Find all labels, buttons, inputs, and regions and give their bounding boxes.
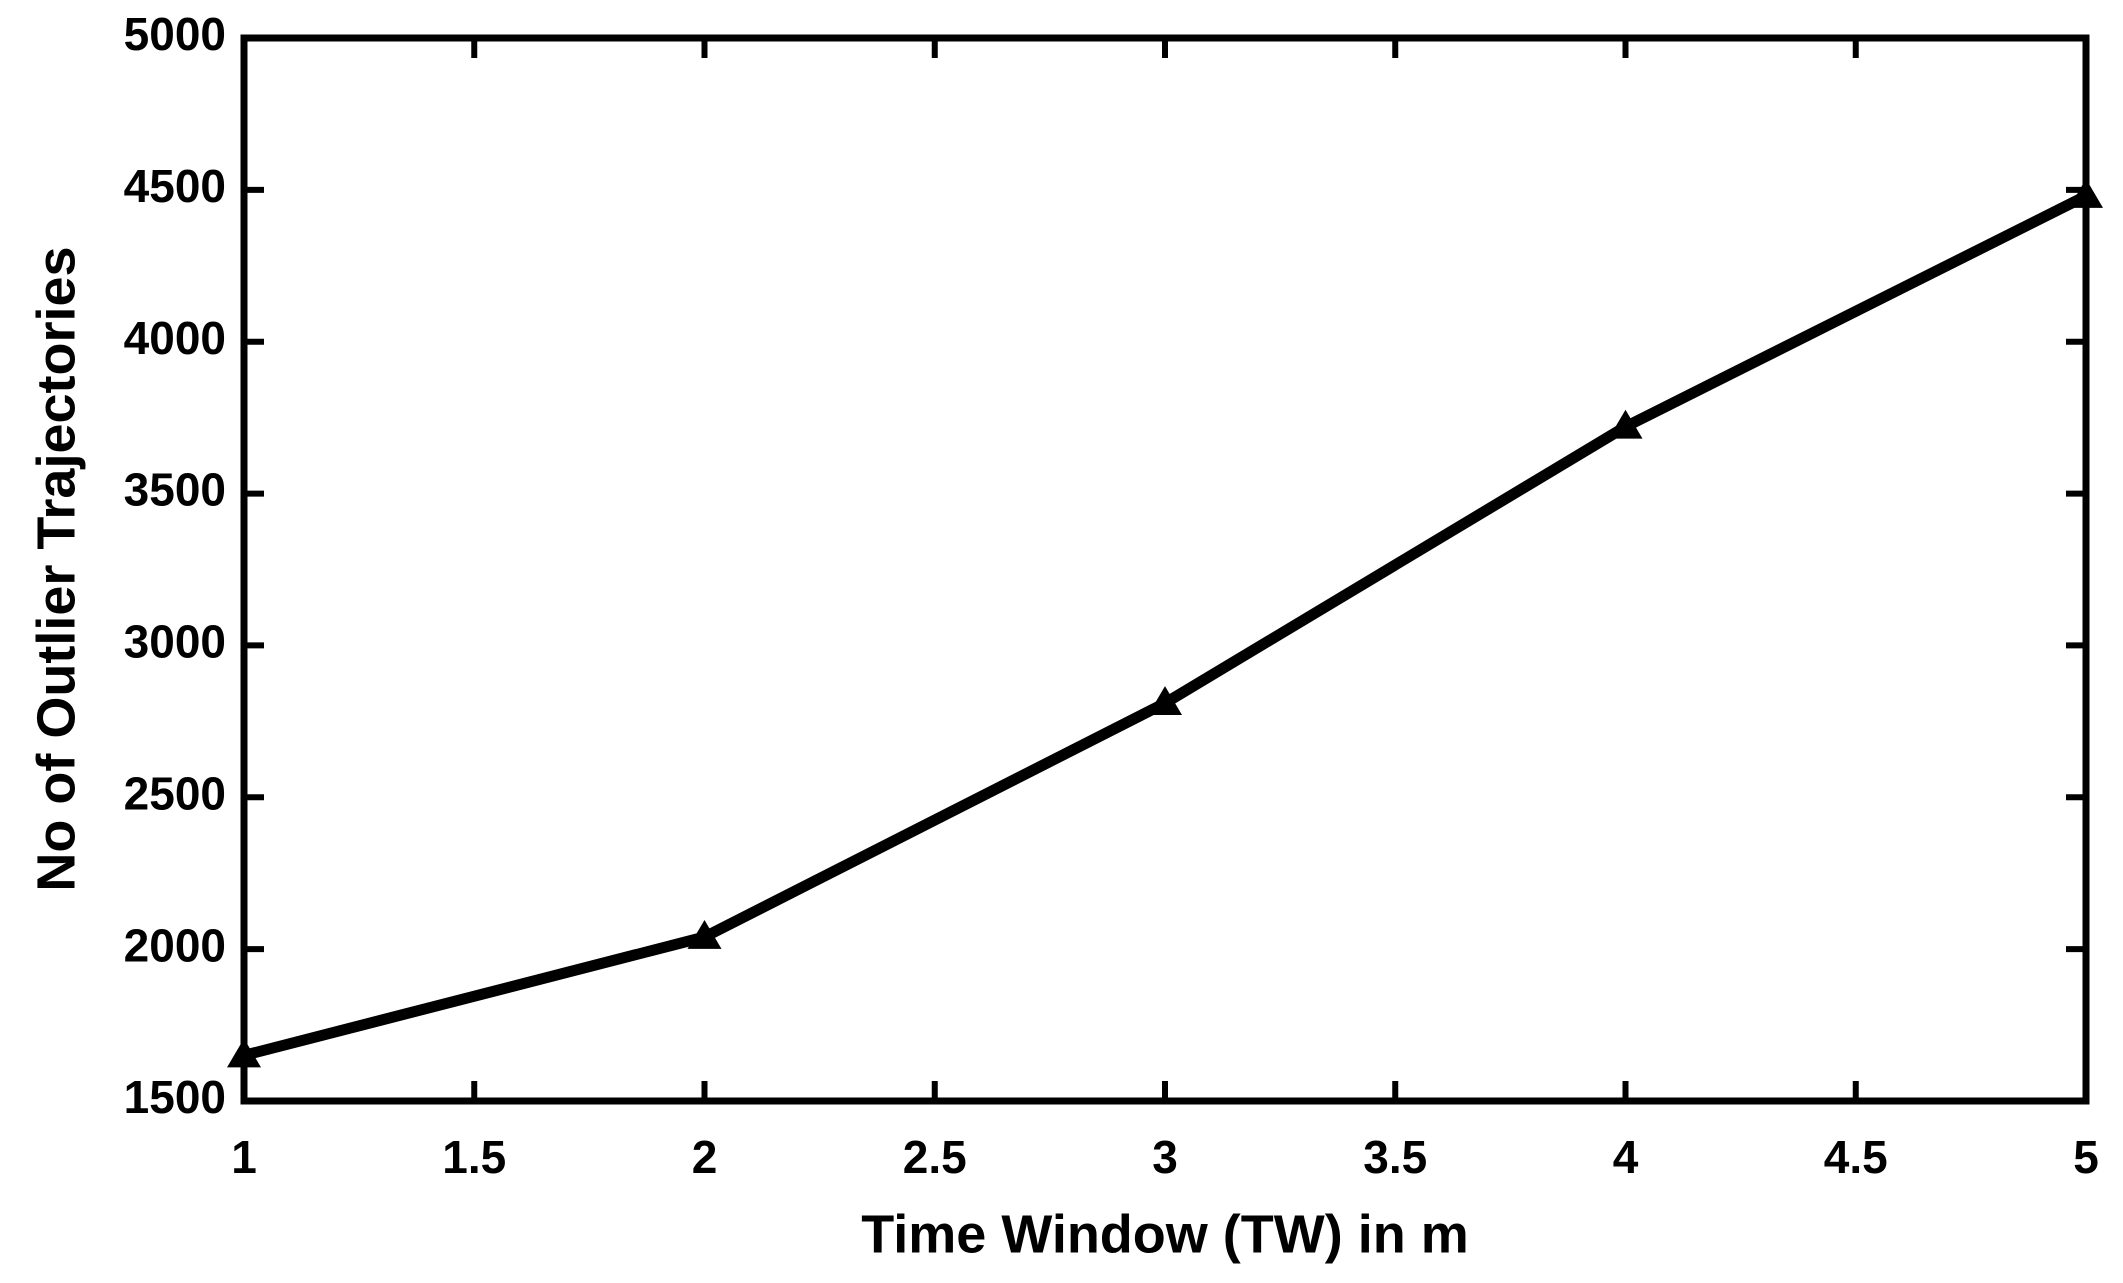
x-tick-label: 1 [231,1131,257,1183]
x-tick-label: 5 [2073,1131,2099,1183]
y-axis-label: No of Outlier Trajectories [26,246,86,891]
marker [687,919,722,949]
x-axis-label: Time Window (TW) in m [861,1204,1468,1264]
y-tick-label: 4000 [124,312,226,364]
marker [227,1038,261,1068]
y-tick-label: 4500 [124,160,226,212]
x-tick-label: 3.5 [1363,1131,1427,1183]
marker [1608,409,1643,439]
marker [2069,178,2103,208]
y-tick-label: 2000 [124,919,226,971]
x-tick-label: 4.5 [1824,1131,1888,1183]
x-tick-label: 4 [1613,1131,1639,1183]
y-tick-label: 1500 [124,1071,226,1123]
plot-frame [240,34,2090,1105]
marker [1148,686,1182,716]
x-tick-label: 2.5 [903,1131,967,1183]
x-tick-label: 2 [692,1131,718,1183]
y-tick-label: 3500 [124,464,226,516]
x-tick-label: 3 [1152,1131,1178,1183]
y-tick-label: 5000 [124,8,226,60]
y-tick-label: 3000 [124,616,226,668]
data-line [242,191,2089,1061]
y-tick-label: 2500 [124,767,226,819]
x-tick-label: 1.5 [442,1131,506,1183]
